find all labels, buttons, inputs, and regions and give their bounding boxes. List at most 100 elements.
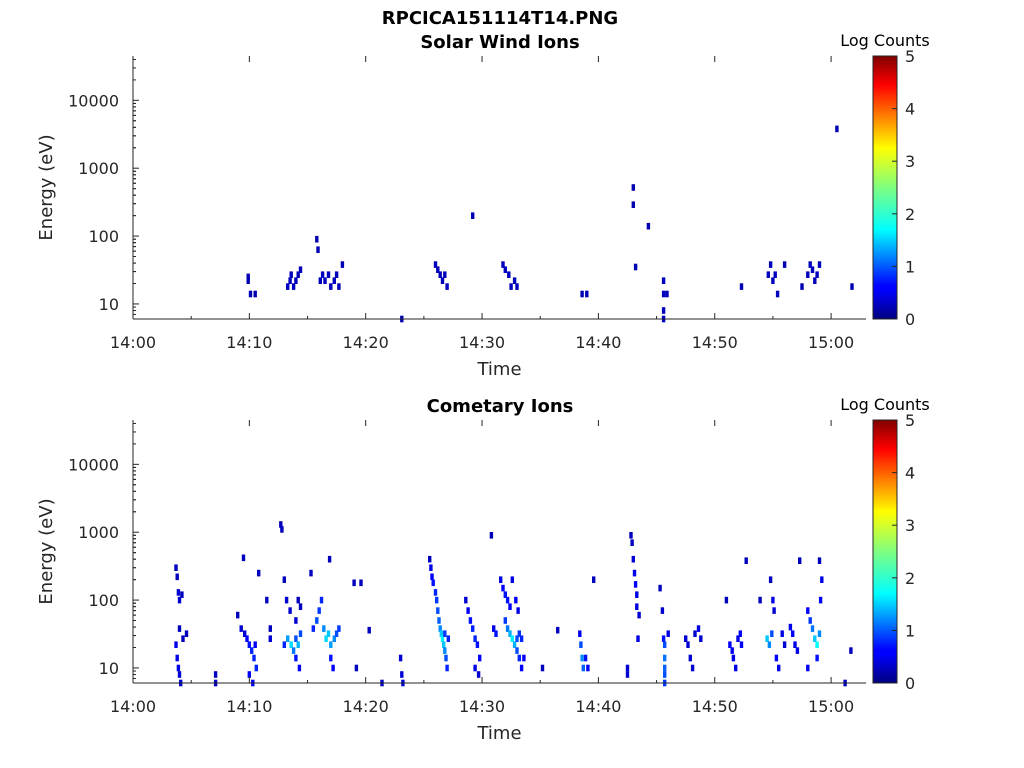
data-cell (690, 664, 695, 672)
solar-wind-panel: Solar Wind Ions 14:00 14:10 14:20 14:30 14:40… (36, 31, 930, 380)
colorbar-label: Log Counts (840, 395, 930, 414)
data-cell (501, 584, 505, 592)
data-cell (503, 591, 507, 598)
plot-area (133, 420, 866, 683)
data-cell (758, 596, 762, 604)
data-cell (326, 630, 331, 637)
data-cell (775, 290, 780, 298)
data-cell (296, 271, 300, 278)
x-tick-label: 14:00 (110, 333, 156, 352)
data-cell (494, 630, 498, 637)
data-cell (466, 607, 470, 614)
data-cell (246, 277, 250, 284)
x-tick-label: 15:00 (808, 697, 854, 716)
data-cell (236, 611, 240, 619)
data-cell (398, 654, 403, 662)
data-cell (442, 641, 446, 648)
data-cell (739, 283, 744, 290)
data-cell (806, 271, 810, 278)
data-cell (808, 617, 812, 624)
data-cell (286, 635, 290, 642)
data-cell (247, 641, 251, 648)
data-cell (788, 623, 793, 631)
colorbar-tick-label: 4 (905, 100, 915, 119)
data-cell (782, 261, 787, 268)
data-cell (436, 607, 440, 614)
data-cell (512, 277, 517, 284)
y-tick-label: 10000 (68, 455, 119, 474)
colorbar (872, 419, 898, 684)
data-cell (736, 635, 740, 642)
data-cell (443, 647, 447, 654)
data-cell (429, 564, 433, 571)
data-cell (439, 630, 443, 637)
data-cell (177, 625, 182, 632)
data-cell (316, 246, 320, 253)
colorbar-tick-label: 3 (905, 516, 915, 535)
data-cell (175, 573, 179, 581)
data-cell (257, 569, 261, 577)
data-cell (724, 596, 729, 604)
data-cell (252, 654, 256, 662)
data-cell (294, 277, 298, 284)
data-cell (519, 635, 524, 642)
data-cell (318, 277, 322, 284)
data-cell (471, 212, 475, 219)
colorbar-tick-label: 2 (905, 205, 915, 224)
data-cell (512, 641, 517, 648)
data-cell (738, 630, 742, 637)
data-cell (243, 630, 247, 637)
data-cell (288, 607, 292, 614)
data-cell (294, 654, 298, 662)
data-cell (286, 283, 290, 290)
data-cell (331, 664, 335, 672)
data-cell (324, 635, 328, 642)
data-cell (315, 235, 319, 243)
data-cell (581, 664, 585, 672)
data-cell (734, 664, 738, 672)
data-cell (468, 617, 473, 624)
data-cell (516, 607, 520, 614)
data-cell (438, 271, 442, 278)
data-cell (296, 596, 300, 604)
data-cell (514, 596, 518, 604)
data-cell (445, 283, 449, 290)
data-cell (340, 261, 345, 268)
plot-area (133, 56, 866, 319)
data-cell (808, 261, 812, 268)
colorbar-tick-label: 0 (905, 310, 915, 329)
data-cell (430, 573, 434, 581)
data-cell (663, 671, 667, 678)
data-cell (475, 641, 480, 648)
data-cell (473, 664, 477, 672)
x-tick-label: 14:30 (459, 697, 505, 716)
x-tick-label: 14:40 (575, 697, 621, 716)
data-cell (631, 184, 635, 191)
data-cell (731, 654, 736, 662)
data-cell (817, 261, 822, 268)
data-cell (849, 647, 853, 654)
data-cell (579, 641, 583, 648)
data-cell (820, 576, 824, 583)
data-cell (625, 671, 630, 678)
data-cell (265, 596, 269, 604)
data-cell (184, 630, 189, 637)
data-cell (291, 647, 296, 654)
data-cell (279, 521, 283, 528)
data-cell (508, 630, 512, 637)
colorbar-tick-label: 0 (905, 674, 915, 693)
data-cell (443, 630, 447, 637)
data-cell (635, 603, 639, 610)
data-cell (319, 596, 324, 604)
y-tick-label: 10 (99, 659, 119, 678)
x-tick-label: 14:30 (459, 333, 505, 352)
data-cell (815, 271, 819, 278)
data-cell (510, 576, 514, 583)
data-cell (241, 554, 246, 562)
data-cell (519, 664, 524, 672)
colorbar-tick-label: 1 (905, 257, 915, 276)
panel-title: Solar Wind Ions (420, 32, 579, 53)
data-cell (766, 271, 770, 278)
data-cell (773, 271, 777, 278)
